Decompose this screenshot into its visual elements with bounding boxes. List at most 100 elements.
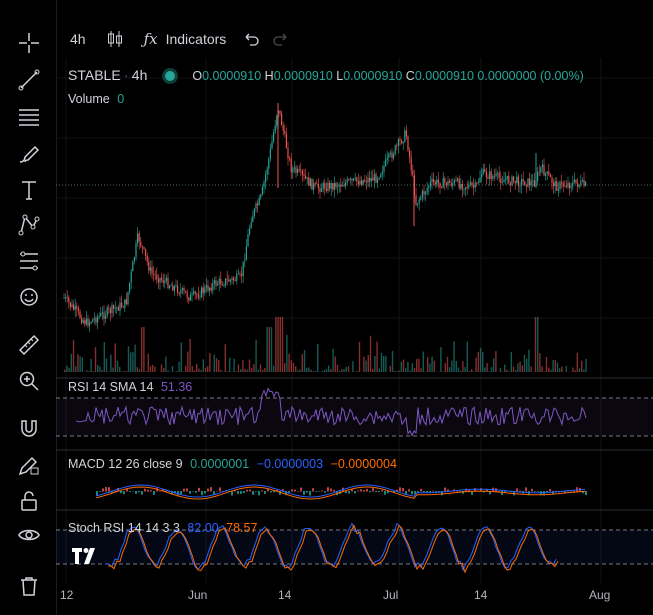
chart-type-button[interactable] bbox=[100, 24, 130, 54]
indicators-button[interactable]: ƒx Indicators bbox=[138, 24, 233, 54]
volume-bar bbox=[262, 369, 264, 372]
candles-icon bbox=[107, 31, 122, 47]
rsi-band bbox=[56, 398, 653, 436]
candle-body bbox=[465, 187, 467, 190]
candle-body bbox=[565, 186, 567, 188]
candle-body bbox=[274, 125, 276, 133]
macd-histogram-bar bbox=[345, 491, 347, 494]
text-icon[interactable] bbox=[14, 175, 44, 205]
stoch-rsi-legend[interactable]: Stoch RSI 14 14 3 3 82.00 78.57 bbox=[68, 521, 257, 535]
candle-body bbox=[466, 187, 468, 188]
macd-histogram-bar bbox=[183, 488, 185, 492]
macd-label: MACD 12 26 close 9 bbox=[68, 457, 183, 471]
candle-body bbox=[402, 141, 404, 144]
volume-legend[interactable]: Volume 0 bbox=[68, 92, 124, 106]
candle-body bbox=[356, 177, 358, 182]
emoji-icon[interactable] bbox=[14, 282, 44, 312]
volume-bar bbox=[429, 363, 431, 372]
volume-bar bbox=[409, 370, 411, 372]
crosshair-icon[interactable] bbox=[14, 28, 44, 58]
volume-bar bbox=[521, 365, 523, 372]
legend-separator: · bbox=[124, 69, 129, 83]
lock-drawing-icon[interactable] bbox=[14, 450, 44, 480]
volume-bar bbox=[110, 354, 112, 372]
time-axis[interactable]: 12 Jun 14 Jul 14 Aug bbox=[56, 585, 653, 609]
candle-body bbox=[479, 177, 481, 183]
macd-histogram-bar bbox=[447, 489, 449, 492]
rsi-line bbox=[75, 387, 587, 437]
eye-icon[interactable] bbox=[14, 520, 44, 550]
volume-bar bbox=[202, 359, 204, 372]
candle-body bbox=[215, 280, 217, 286]
volume-bar bbox=[138, 368, 141, 372]
candle-body bbox=[397, 139, 399, 146]
candle-body bbox=[284, 130, 286, 134]
undo-button[interactable] bbox=[236, 24, 266, 54]
tradingview-logo[interactable] bbox=[72, 548, 98, 564]
macd-histogram-bar bbox=[327, 487, 329, 492]
candle-body bbox=[305, 175, 307, 179]
candle-body bbox=[573, 179, 575, 183]
candle-body bbox=[332, 182, 334, 190]
candle-body bbox=[348, 179, 350, 181]
magnet-icon[interactable] bbox=[14, 414, 44, 444]
zoom-in-icon[interactable] bbox=[14, 366, 44, 396]
brush-icon[interactable] bbox=[14, 139, 44, 169]
macd-legend[interactable]: MACD 12 26 close 9 0.0000001 −0.0000003 … bbox=[68, 457, 397, 471]
market-status-dot[interactable] bbox=[164, 71, 175, 81]
fib-retracement-icon[interactable] bbox=[14, 102, 44, 132]
candle-body bbox=[569, 183, 571, 189]
candle-body bbox=[540, 167, 542, 173]
volume-bar bbox=[444, 363, 446, 372]
volume-bar bbox=[292, 362, 295, 372]
macd-histogram-bar bbox=[303, 491, 305, 495]
candle-body bbox=[85, 318, 87, 325]
candle-body bbox=[73, 304, 75, 310]
macd-histogram-bar bbox=[357, 490, 359, 492]
volume-bar bbox=[321, 371, 323, 372]
close-value: 0.0000910 bbox=[414, 69, 474, 83]
volume-bar bbox=[242, 359, 244, 372]
candle-body bbox=[330, 182, 332, 189]
interval-button[interactable]: 4h bbox=[64, 24, 92, 54]
candle-body bbox=[519, 185, 521, 187]
lock-icon[interactable] bbox=[14, 486, 44, 516]
candle-body bbox=[156, 274, 158, 280]
macd-histogram-bar bbox=[378, 491, 380, 493]
candle-body bbox=[505, 179, 507, 181]
volume-bar bbox=[548, 367, 550, 372]
volume-bar bbox=[64, 369, 66, 372]
volume-bar bbox=[235, 371, 237, 372]
candle-body bbox=[177, 285, 179, 294]
forecast-icon[interactable] bbox=[14, 246, 44, 276]
macd-histogram-bar bbox=[270, 491, 272, 493]
candle-body bbox=[209, 287, 211, 291]
candle-body bbox=[381, 171, 383, 174]
volume-bar bbox=[207, 366, 209, 372]
candle-body bbox=[191, 293, 193, 295]
macd-histogram-bar bbox=[153, 491, 155, 495]
redo-button[interactable] bbox=[266, 24, 296, 54]
candle-body bbox=[247, 234, 249, 247]
macd-histogram-bar bbox=[147, 489, 149, 492]
rsi-legend[interactable]: RSI 14 SMA 14 51.36 bbox=[68, 380, 192, 394]
candle-body bbox=[423, 190, 425, 195]
symbol-name[interactable]: STABLE bbox=[68, 67, 121, 83]
volume-bar bbox=[215, 358, 218, 372]
volume-bar bbox=[479, 347, 482, 372]
volume-bar bbox=[301, 354, 303, 372]
macd-histogram-bar bbox=[330, 488, 332, 492]
chart-canvas[interactable] bbox=[56, 58, 653, 583]
candle-body bbox=[311, 178, 313, 190]
volume-bar bbox=[220, 369, 222, 372]
volume-bar bbox=[253, 364, 255, 372]
ruler-icon[interactable] bbox=[14, 330, 44, 360]
macd-histogram-bar bbox=[555, 490, 557, 492]
macd-histogram-bar bbox=[576, 487, 578, 492]
trend-line-icon[interactable] bbox=[14, 65, 44, 95]
pattern-icon[interactable] bbox=[14, 210, 44, 240]
candle-body bbox=[447, 180, 449, 186]
trash-icon[interactable] bbox=[14, 571, 44, 601]
volume-bar bbox=[101, 369, 103, 372]
macd-histogram-bar bbox=[249, 489, 251, 492]
